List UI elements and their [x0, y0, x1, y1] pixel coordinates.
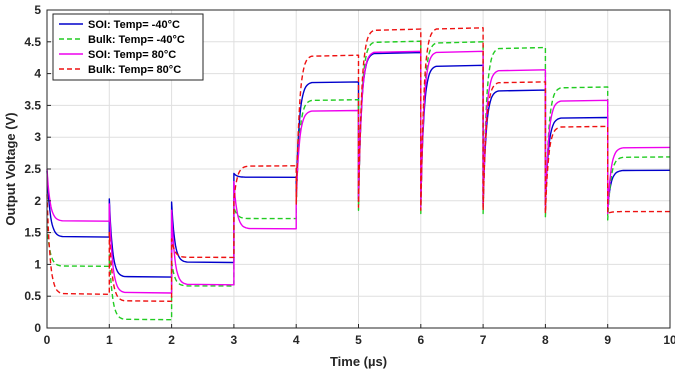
y-tick-label: 3 [34, 130, 41, 144]
y-tick-label: 4.5 [24, 35, 41, 49]
y-tick-label: 2.5 [24, 162, 41, 176]
x-tick-label: 2 [168, 333, 175, 347]
x-tick-label: 4 [293, 333, 300, 347]
legend: SOI: Temp= -40°C Bulk: Temp= -40°C SOI: Te… [52, 13, 204, 81]
x-tick-label: 3 [231, 333, 238, 347]
x-tick-label: 9 [604, 333, 611, 347]
legend-entry: Bulk: Temp= -40°C [88, 34, 185, 46]
x-axis-label: Time (µs) [330, 354, 387, 369]
legend-entry: SOI: Temp= -40°C [88, 19, 180, 31]
y-tick-label: 2 [34, 194, 41, 208]
series-group [46, 27, 671, 321]
x-tick-label: 7 [480, 333, 487, 347]
y-tick-label: 0 [34, 321, 41, 335]
x-tick-label: 8 [542, 333, 549, 347]
x-tick-label: 10 [663, 333, 675, 347]
x-tick-label: 6 [417, 333, 424, 347]
x-tick-label: 5 [355, 333, 362, 347]
y-tick-label: 5 [34, 3, 41, 17]
y-tick-label: 0.5 [24, 289, 41, 303]
series-line-3 [46, 50, 671, 294]
y-tick-label: 1 [34, 257, 41, 271]
y-tick-label: 1.5 [24, 226, 41, 240]
y-axis-label: Output Voltage (V) [3, 112, 18, 225]
ticks: 0 1 2 3 4 5 6 7 8 9 10 0 0.5 1 1.5 2 2.5 3 3.5 4 4.5 5 [24, 3, 675, 347]
x-tick-label: 0 [44, 333, 51, 347]
legend-entry: Bulk: Temp= 80°C [88, 64, 181, 76]
y-tick-label: 3.5 [24, 98, 41, 112]
x-tick-label: 1 [106, 333, 113, 347]
y-tick-label: 4 [34, 67, 41, 81]
legend-entry: SOI: Temp= 80°C [88, 49, 176, 61]
